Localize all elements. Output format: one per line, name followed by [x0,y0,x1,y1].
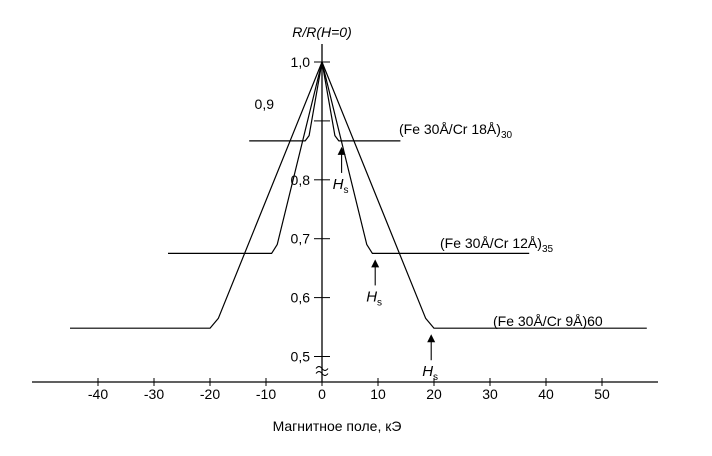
y-tick-label: 0,9 [255,96,275,112]
x-tick-label: -30 [144,386,164,402]
hs-markers: Hs Hs Hs [333,146,438,383]
series-label: (Fe 30Å/Cr 9Å)60 [493,313,603,329]
x-tick-label: -40 [88,386,108,402]
x-tick-label: 50 [594,386,610,402]
y-ticks: 0,5 0,6 0,7 0,8 0,9 1,0 [255,54,330,365]
x-axis-title: Магнитное поле, кЭ [273,418,402,434]
x-tick-label: -10 [256,386,276,402]
y-tick-label: 0,8 [291,172,311,188]
y-axis-break-mark [315,366,329,376]
x-ticks: -40 -30 -20 -10 0 10 20 30 40 50 [88,378,610,402]
y-tick-label: 1,0 [291,54,311,70]
hs-label: Hs [366,288,382,308]
y-tick-label: 0,5 [291,349,311,365]
series-line [168,61,530,254]
hs-arrow-head [371,259,380,268]
x-tick-label: 30 [482,386,498,402]
series-label: (Fe 30Å/Cr 18Å)30 [399,121,512,141]
series-lines [70,61,647,329]
x-tick-label: 20 [426,386,442,402]
hs-label: Hs [422,363,438,383]
hs-arrow-head [337,146,346,155]
plot-area: -40 -30 -20 -10 0 10 20 30 40 50 0,5 0,6 0,7 0,8 0,9 1… [32,44,658,402]
hs-arrow-head [427,334,436,343]
y-axis-title: R/R(H=0) [292,24,352,40]
series-labels: (Fe 30Å/Cr 18Å)30 (Fe 30Å/Cr 12Å)35 (Fe 30… [399,121,603,329]
series-label: (Fe 30Å/Cr 12Å)35 [440,235,553,255]
y-tick-label: 0,7 [291,231,311,247]
x-tick-label: 40 [538,386,554,402]
x-tick-label: 0 [318,386,326,402]
axis-break-wave [315,371,329,376]
y-tick-label: 0,6 [291,290,311,306]
axis-break-wave [315,366,329,371]
hs-label: Hs [333,176,349,196]
x-tick-label: -20 [200,386,220,402]
series-line [70,61,647,329]
x-tick-label: 10 [370,386,386,402]
